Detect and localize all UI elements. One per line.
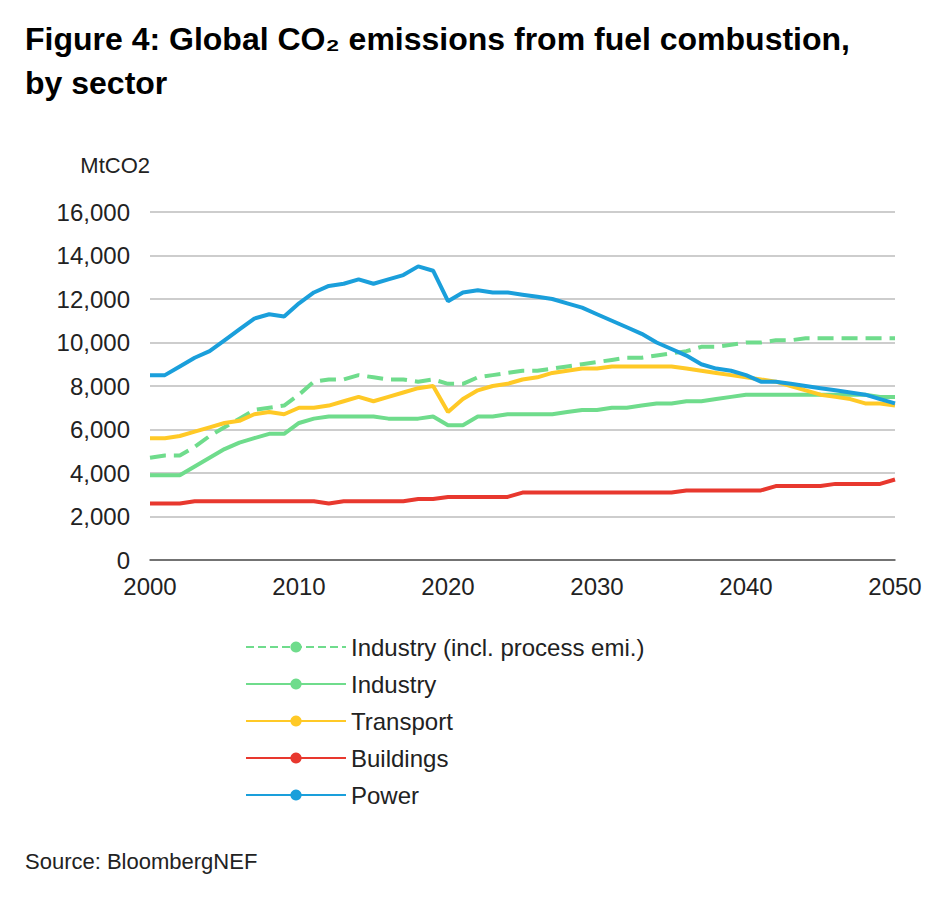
svg-text:0: 0	[117, 547, 130, 574]
svg-text:16,000: 16,000	[57, 199, 130, 226]
svg-text:MtCO2: MtCO2	[80, 153, 150, 178]
svg-text:14,000: 14,000	[57, 242, 130, 269]
svg-text:2030: 2030	[570, 573, 623, 600]
svg-text:2010: 2010	[272, 573, 325, 600]
svg-text:2040: 2040	[719, 573, 772, 600]
svg-text:Figure 4: Global CO₂ emissions: Figure 4: Global CO₂ emissions from fuel…	[25, 21, 859, 57]
svg-text:by sector: by sector	[25, 65, 167, 101]
svg-text:12,000: 12,000	[57, 286, 130, 313]
svg-text:2020: 2020	[421, 573, 474, 600]
svg-text:Power: Power	[351, 782, 419, 809]
svg-text:2000: 2000	[123, 573, 176, 600]
svg-text:Industry: Industry	[351, 671, 436, 698]
svg-text:6,000: 6,000	[70, 416, 130, 443]
svg-text:Buildings: Buildings	[351, 745, 448, 772]
svg-text:8,000: 8,000	[70, 373, 130, 400]
svg-text:Source: BloombergNEF: Source: BloombergNEF	[25, 849, 257, 874]
svg-text:4,000: 4,000	[70, 460, 130, 487]
svg-text:Industry (incl. process emi.): Industry (incl. process emi.)	[351, 634, 644, 661]
svg-text:Transport: Transport	[351, 708, 453, 735]
svg-text:2,000: 2,000	[70, 503, 130, 530]
svg-text:10,000: 10,000	[57, 329, 130, 356]
svg-text:2050: 2050	[868, 573, 921, 600]
